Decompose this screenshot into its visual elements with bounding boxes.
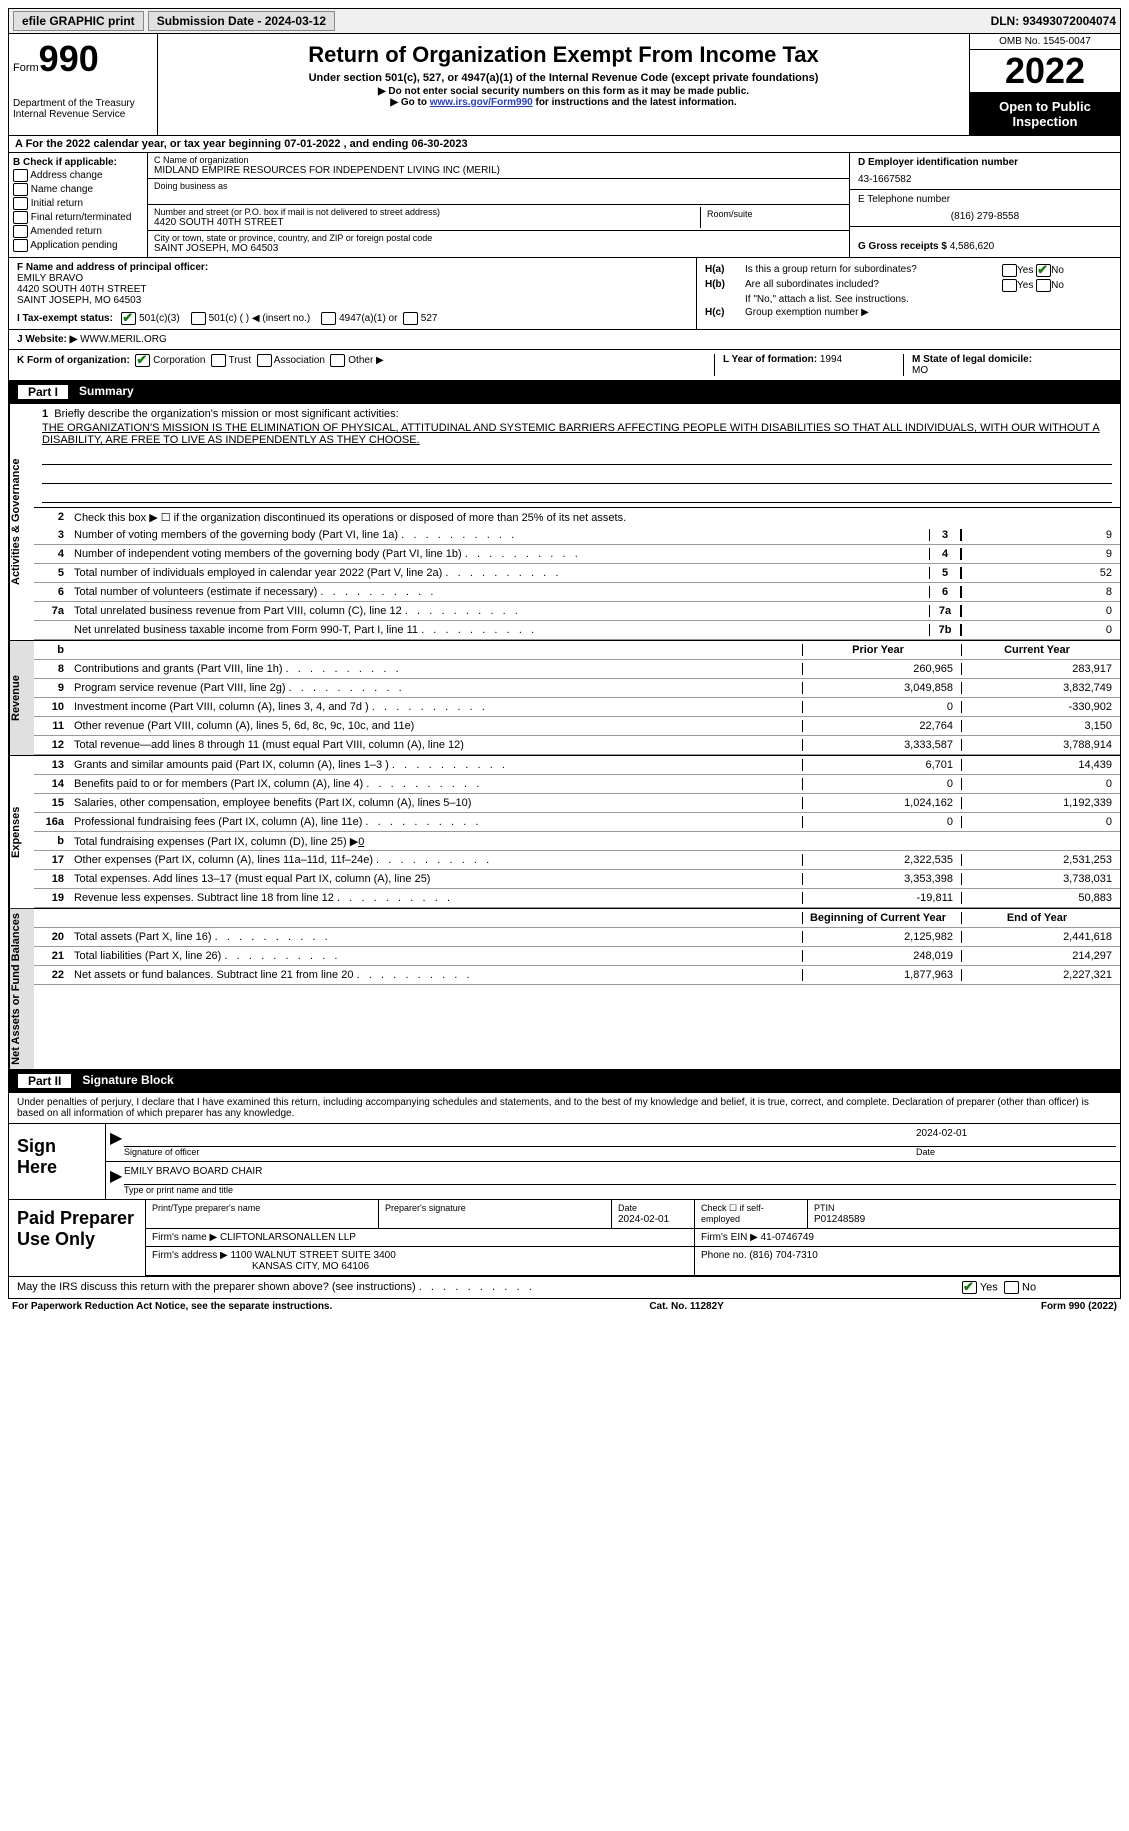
block-fgh: F Name and address of principal officer:…: [8, 258, 1121, 330]
officer-name: EMILY BRAVO: [17, 273, 83, 284]
ein-value: 43-1667582: [858, 174, 1112, 185]
irs-link[interactable]: www.irs.gov/Form990: [430, 97, 533, 108]
col-b-checkboxes: B Check if applicable: Address change Na…: [9, 153, 148, 257]
form-header: Form990 Department of the Treasury Inter…: [8, 34, 1121, 136]
discuss-row: May the IRS discuss this return with the…: [8, 1277, 1121, 1299]
dba-label: Doing business as: [154, 181, 843, 191]
form-number: Form990: [13, 38, 153, 80]
501c3-checkbox[interactable]: [121, 312, 136, 325]
row-k: K Form of organization: Corporation Trus…: [8, 350, 1121, 381]
city-value: SAINT JOSEPH, MO 64503: [154, 243, 843, 254]
tax-year: 2022: [970, 50, 1120, 93]
gross-value: 4,586,620: [950, 241, 995, 252]
officer-addr2: SAINT JOSEPH, MO 64503: [17, 295, 141, 306]
officer-addr1: 4420 SOUTH 40TH STREET: [17, 284, 146, 295]
summary-revenue: Revenue bPrior YearCurrent Year 8Contrib…: [8, 641, 1121, 756]
block-bcd: B Check if applicable: Address change Na…: [8, 153, 1121, 258]
city-label: City or town, state or province, country…: [154, 233, 843, 243]
sign-here-label: Sign Here: [9, 1124, 106, 1199]
vtab-netassets: Net Assets or Fund Balances: [9, 909, 34, 1069]
street-label: Number and street (or P.O. box if mail i…: [154, 207, 700, 217]
page-footer: For Paperwork Reduction Act Notice, see …: [8, 1299, 1121, 1314]
room-suite: Room/suite: [701, 207, 843, 228]
ha-no-checkbox[interactable]: [1036, 264, 1051, 277]
vtab-expenses: Expenses: [9, 756, 34, 908]
street-address: 4420 SOUTH 40TH STREET: [154, 217, 700, 228]
declaration-text: Under penalties of perjury, I declare th…: [9, 1093, 1120, 1123]
paid-preparer-label: Paid Preparer Use Only: [9, 1200, 146, 1276]
sig-name: EMILY BRAVO BOARD CHAIR: [124, 1166, 1116, 1185]
signature-block: Under penalties of perjury, I declare th…: [8, 1093, 1121, 1277]
note-2: ▶ Go to www.irs.gov/Form990 for instruct…: [162, 97, 965, 108]
gross-label: G Gross receipts $: [858, 241, 950, 252]
tel-value: (816) 279-8558: [858, 211, 1112, 222]
dept-label: Department of the Treasury Internal Reve…: [13, 98, 153, 120]
dln-label: DLN: 93493072004074: [991, 14, 1116, 28]
part2-header: Part IISignature Block: [8, 1070, 1121, 1093]
summary-netassets: Net Assets or Fund Balances Beginning of…: [8, 909, 1121, 1070]
note-1: ▶ Do not enter social security numbers o…: [162, 86, 965, 97]
summary-expenses: Expenses 13Grants and similar amounts pa…: [8, 756, 1121, 909]
part1-header: Part ISummary: [8, 381, 1121, 404]
sig-date: 2024-02-01: [916, 1128, 1116, 1147]
efile-button[interactable]: efile GRAPHIC print: [13, 11, 144, 31]
officer-label: F Name and address of principal officer:: [17, 262, 208, 273]
website-url: WWW.MERIL.ORG: [80, 334, 167, 345]
submission-button[interactable]: Submission Date - 2024-03-12: [148, 11, 335, 31]
discuss-yes-checkbox[interactable]: [962, 1281, 977, 1294]
website-row: J Website: ▶ WWW.MERIL.ORG: [8, 330, 1121, 350]
summary-activities: Activities & Governance 1 Briefly descri…: [8, 404, 1121, 641]
omb-number: OMB No. 1545-0047: [970, 34, 1120, 50]
open-to-public: Open to Public Inspection: [970, 93, 1120, 135]
tel-label: E Telephone number: [858, 194, 950, 205]
mission-text: THE ORGANIZATION'S MISSION IS THE ELIMIN…: [42, 422, 1112, 446]
form-title: Return of Organization Exempt From Incom…: [162, 42, 965, 68]
form-subtitle: Under section 501(c), 527, or 4947(a)(1)…: [162, 72, 965, 84]
corporation-checkbox[interactable]: [135, 354, 150, 367]
calendar-year-row: A For the 2022 calendar year, or tax yea…: [8, 136, 1121, 153]
firm-name: CLIFTONLARSONALLEN LLP: [220, 1232, 356, 1243]
vtab-activities: Activities & Governance: [9, 404, 34, 640]
vtab-revenue: Revenue: [9, 641, 34, 755]
ein-label: D Employer identification number: [858, 157, 1018, 168]
top-toolbar: efile GRAPHIC print Submission Date - 20…: [8, 8, 1121, 34]
org-name: MIDLAND EMPIRE RESOURCES FOR INDEPENDENT…: [154, 165, 843, 176]
name-label: C Name of organization: [154, 155, 843, 165]
